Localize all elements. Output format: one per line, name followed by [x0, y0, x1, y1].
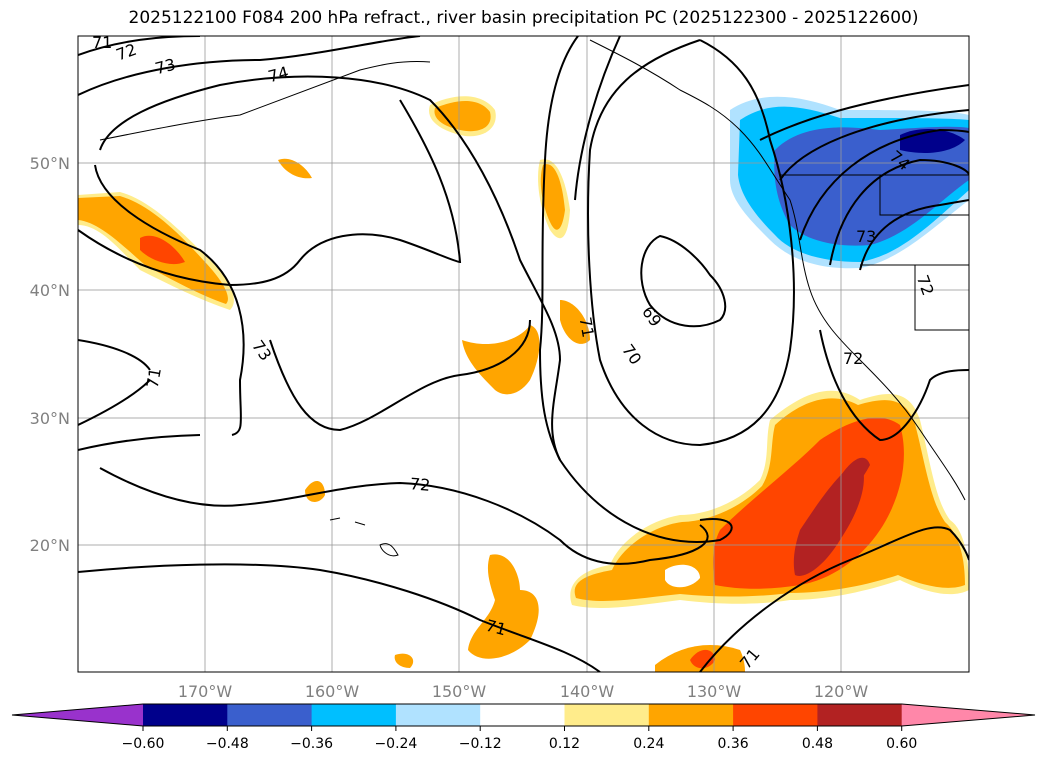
- contour-label: 71: [143, 366, 165, 389]
- contour-label: 74: [266, 63, 291, 87]
- chart-title: 2025122100 F084 200 hPa refract., river …: [128, 8, 919, 28]
- colorbar-segment: [227, 704, 313, 726]
- lon-label: 170°W: [178, 682, 233, 701]
- colorbar-segment: [564, 704, 650, 726]
- colorbar-extend-low: [12, 704, 143, 726]
- colorbar-tick-label: −0.12: [459, 736, 502, 752]
- contour-label: 73: [153, 55, 178, 79]
- lon-label: 140°W: [560, 682, 615, 701]
- lon-label: 150°W: [432, 682, 487, 701]
- coastlines: [99, 39, 969, 557]
- contour-label: 73: [856, 227, 876, 246]
- contour-label: 71: [92, 33, 112, 52]
- contour-label: 72: [843, 349, 863, 368]
- lat-label: 50°N: [30, 154, 70, 173]
- lat-label: 30°N: [30, 409, 70, 428]
- map-area: 71 72 73 74 73 71 72 71 71 69 70 71 72 7…: [78, 33, 969, 672]
- contour-labels: 71 72 73 74 73 71 72 71 71 69 70 71 72 7…: [92, 33, 938, 672]
- contour-label: 72: [409, 474, 431, 495]
- colorbar-segment: [480, 704, 565, 726]
- latitude-labels: 50°N 40°N 30°N 20°N: [30, 154, 70, 555]
- colorbar-segment: [733, 704, 818, 726]
- positive-precip-shading: [78, 96, 969, 672]
- colorbar-tick-label: −0.48: [206, 736, 249, 752]
- colorbar-tick-label: 0.48: [802, 736, 833, 752]
- lat-label: 20°N: [30, 536, 70, 555]
- colorbar-segment: [143, 704, 228, 726]
- lon-label: 130°W: [687, 682, 742, 701]
- colorbar-segment: [817, 704, 903, 726]
- colorbar-tick-label: 0.24: [633, 736, 664, 752]
- longitude-labels: 170°W 160°W 150°W 140°W 130°W 120°W: [178, 682, 869, 701]
- contour-label: 71: [576, 316, 598, 339]
- lon-label: 120°W: [814, 682, 869, 701]
- colorbar-tick-label: 0.36: [718, 736, 749, 752]
- colorbar-segment: [311, 704, 397, 726]
- lon-label: 160°W: [305, 682, 360, 701]
- map-frame: [77, 35, 970, 673]
- gridlines: [78, 36, 969, 672]
- colorbar-extend-high: [901, 704, 1035, 726]
- colorbar-tick-label: −0.36: [290, 736, 333, 752]
- colorbar-tick-label: −0.24: [374, 736, 417, 752]
- colorbar-tick-label: −0.60: [122, 736, 165, 752]
- refractivity-contours: [78, 36, 969, 672]
- colorbar-tick-label: 0.12: [549, 736, 580, 752]
- colorbar-segment: [395, 704, 481, 726]
- colorbar: −0.60 −0.48 −0.36 −0.24 −0.12 0.12 0.24 0.36 0.4…: [11, 703, 1036, 752]
- lat-label: 40°N: [30, 281, 70, 300]
- contour-label: 71: [484, 616, 509, 640]
- colorbar-segment: [648, 704, 734, 726]
- colorbar-tick-label: 0.60: [886, 736, 917, 752]
